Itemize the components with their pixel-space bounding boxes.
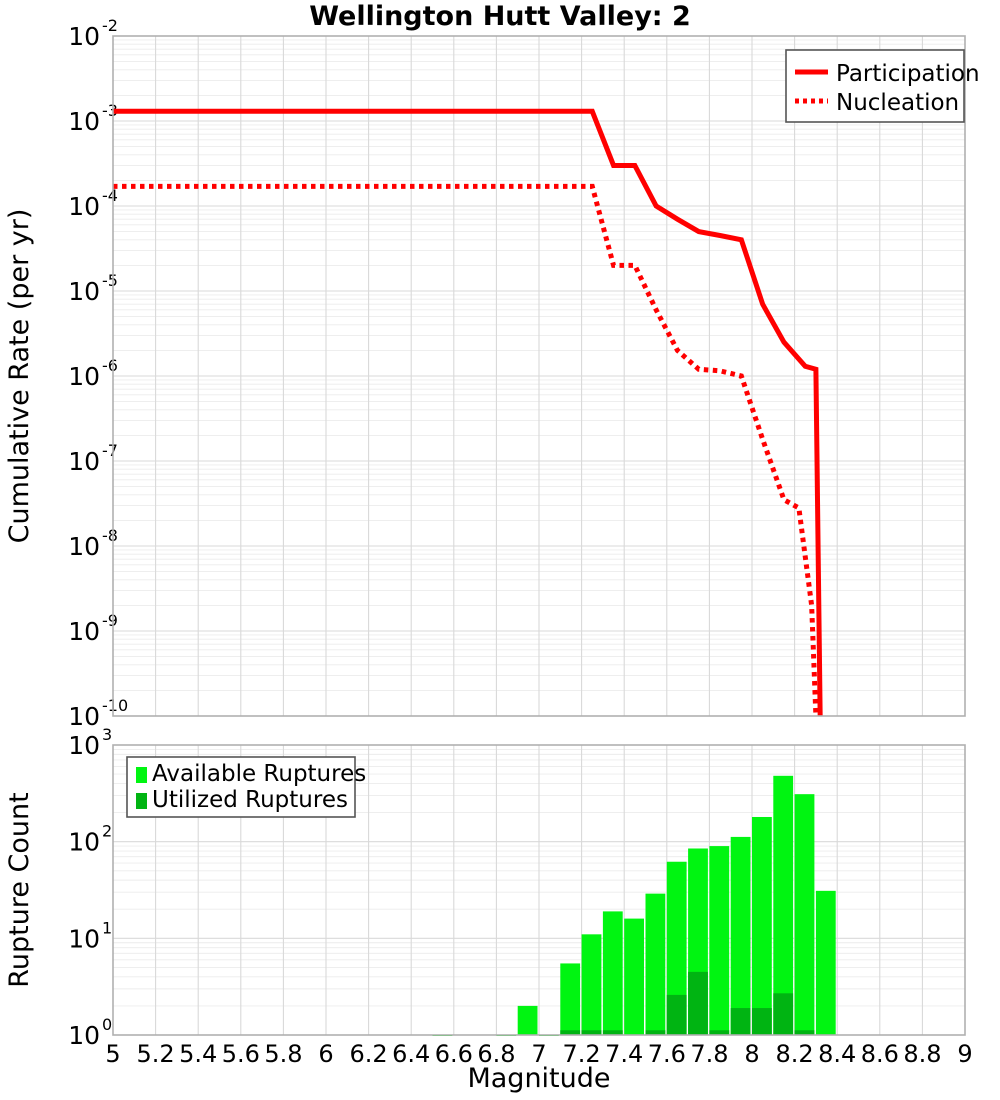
bar-available-ruptures — [773, 775, 794, 1035]
top-y-tick-exp-6: -8 — [102, 526, 118, 545]
top-legend-box — [785, 49, 965, 123]
bottom-legend-box — [126, 756, 356, 818]
top-y-tick-base-4: 10 — [68, 362, 100, 391]
top-y-tick-base-7: 10 — [68, 617, 100, 646]
x-tick-label-8-8: 8.8 — [903, 1040, 941, 1068]
bottom-y-tick-base-3: 10 — [68, 1021, 100, 1050]
x-tick-label-5-6: 5.6 — [222, 1040, 260, 1068]
bottom-y-tick-exp-3: 0 — [102, 1015, 112, 1034]
legend-label-available-ruptures: Available Ruptures — [152, 761, 366, 787]
top-panel-series-lines — [113, 108, 823, 717]
x-axis-tick-labels: 5 5.2 5.4 5.6 5.8 6 6.2 6.4 6.6 6.8 7 7.2 7.4 7.6 7.8 8… — [105, 1040, 972, 1068]
x-tick-label-5-8: 5.8 — [264, 1040, 302, 1068]
x-tick-label-6: 6 — [318, 1040, 333, 1068]
bottom-panel-bars — [432, 775, 836, 1036]
top-y-tick-exp-0: -2 — [102, 16, 118, 35]
x-tick-label-8-6: 8.6 — [861, 1040, 899, 1068]
bar-available-ruptures — [645, 893, 666, 1035]
bar-available-ruptures — [794, 794, 815, 1035]
cumulative-rate-panel: 10-210-310-410-510-610-710-810-910-10 Pa… — [4, 16, 980, 731]
bottom-y-tick-base-0: 10 — [68, 731, 100, 760]
x-tick-label-8-4: 8.4 — [818, 1040, 856, 1068]
top-y-tick-exp-4: -6 — [102, 356, 118, 375]
bar-utilized-ruptures — [666, 994, 687, 1035]
top-panel-major-gridlines — [113, 36, 965, 716]
bar-available-ruptures — [560, 963, 581, 1035]
top-y-tick-base-2: 10 — [68, 192, 100, 221]
bottom-y-tick-exp-0: 3 — [102, 725, 112, 744]
x-tick-label-6-8: 6.8 — [477, 1040, 515, 1068]
top-y-tick-exp-5: -7 — [102, 441, 118, 460]
x-tick-label-5-4: 5.4 — [179, 1040, 217, 1068]
x-tick-label-7-6: 7.6 — [648, 1040, 686, 1068]
top-y-tick-exp-3: -5 — [102, 271, 118, 290]
bar-utilized-ruptures — [688, 971, 708, 1035]
series-line-nucleation — [113, 183, 819, 717]
top-panel-legend: Participation Nucleation — [785, 49, 980, 123]
top-y-tick-base-5: 10 — [68, 447, 100, 476]
bar-available-ruptures — [730, 836, 751, 1035]
x-tick-label-7-2: 7.2 — [563, 1040, 601, 1068]
x-tick-label-6-4: 6.4 — [392, 1040, 430, 1068]
bar-available-ruptures — [624, 918, 644, 1035]
top-panel-frame — [112, 35, 966, 717]
bar-available-ruptures — [815, 890, 836, 1035]
x-tick-label-8-2: 8.2 — [776, 1040, 814, 1068]
bar-available-ruptures — [752, 816, 772, 1035]
top-y-tick-base-1: 10 — [68, 107, 100, 136]
bottom-panel-frame — [112, 744, 966, 1036]
bar-available-ruptures — [666, 861, 687, 1035]
bar-available-ruptures — [581, 934, 602, 1035]
bottom-panel-legend: Available Ruptures Utilized Ruptures — [126, 756, 366, 818]
x-tick-label-6-6: 6.6 — [435, 1040, 473, 1068]
x-tick-label-6-2: 6.2 — [350, 1040, 388, 1068]
top-panel-y-tick-labels: 10-210-310-410-510-610-710-810-910-10 — [68, 16, 128, 731]
series-line-participation — [113, 108, 823, 717]
bar-utilized-ruptures — [773, 993, 794, 1035]
bar-utilized-ruptures — [581, 1030, 602, 1035]
x-tick-label-5-2: 5.2 — [137, 1040, 175, 1068]
bottom-y-tick-exp-1: 2 — [102, 822, 112, 841]
bar-utilized-ruptures — [730, 1008, 751, 1035]
top-y-tick-base-8: 10 — [68, 702, 100, 731]
x-tick-label-8: 8 — [744, 1040, 759, 1068]
bar-utilized-ruptures — [752, 1008, 772, 1035]
x-tick-label-7-4: 7.4 — [605, 1040, 643, 1068]
top-y-tick-exp-2: -4 — [102, 186, 118, 205]
top-y-tick-exp-8: -10 — [102, 696, 128, 715]
bottom-y-tick-base-2: 10 — [68, 924, 100, 953]
legend-label-utilized-ruptures: Utilized Ruptures — [152, 787, 348, 813]
x-tick-label-5: 5 — [105, 1040, 120, 1068]
bar-utilized-ruptures — [602, 1030, 623, 1035]
legend-label-participation: Participation — [836, 61, 980, 87]
bar-utilized-ruptures — [645, 1030, 666, 1035]
bar-available-ruptures — [602, 911, 623, 1035]
bar-utilized-ruptures — [794, 1030, 815, 1035]
legend-swatch-available-ruptures — [136, 767, 147, 783]
legend-label-nucleation: Nucleation — [836, 90, 959, 116]
bar-available-ruptures — [709, 846, 730, 1035]
top-y-tick-base-6: 10 — [68, 532, 100, 561]
page-title: Wellington Hutt Valley: 2 — [309, 1, 691, 32]
top-y-tick-exp-1: -3 — [102, 101, 118, 120]
legend-swatch-utilized-ruptures — [136, 793, 147, 809]
bar-utilized-ruptures — [560, 1030, 581, 1035]
bottom-panel-y-axis-label: Rupture Count — [4, 792, 35, 987]
bar-available-ruptures — [517, 1005, 538, 1035]
x-axis-label: Magnitude — [467, 1063, 610, 1094]
top-y-tick-base-3: 10 — [68, 277, 100, 306]
x-tick-label-7: 7 — [531, 1040, 546, 1068]
bottom-y-tick-exp-2: 1 — [102, 918, 112, 937]
top-y-tick-base-0: 10 — [68, 22, 100, 51]
top-y-tick-exp-7: -9 — [102, 611, 118, 630]
bar-utilized-ruptures — [709, 1030, 730, 1035]
bottom-y-tick-base-1: 10 — [68, 828, 100, 857]
top-panel-y-axis-label: Cumulative Rate (per yr) — [4, 209, 35, 544]
x-tick-label-7-8: 7.8 — [690, 1040, 728, 1068]
x-tick-label-9: 9 — [957, 1040, 972, 1068]
